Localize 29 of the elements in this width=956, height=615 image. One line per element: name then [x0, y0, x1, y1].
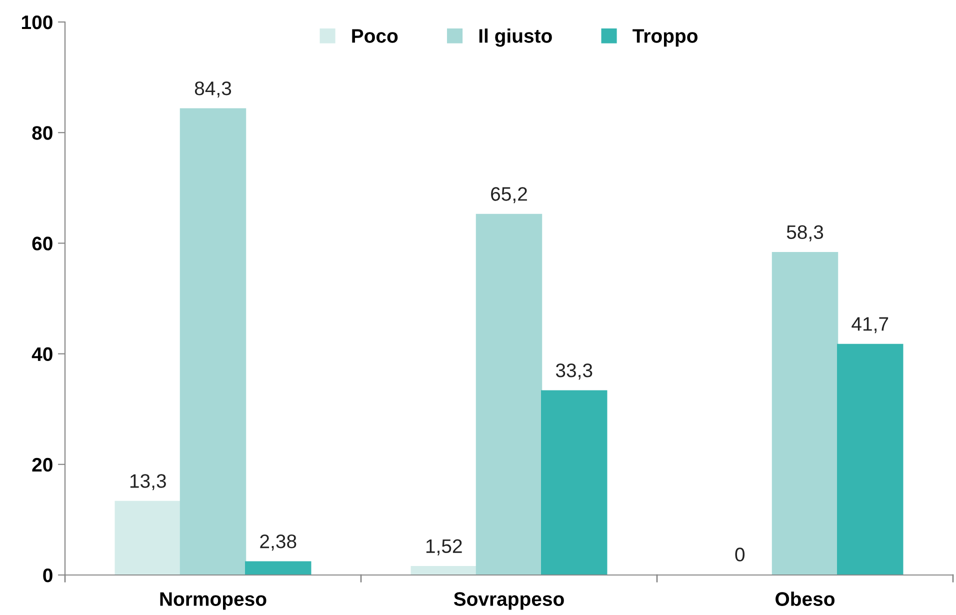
data-label: 33,3 — [556, 364, 592, 380]
bar — [245, 561, 312, 575]
x-tick-label: Obeso — [776, 592, 834, 606]
data-label: 58,3 — [786, 225, 824, 242]
bar — [180, 108, 246, 575]
data-label: 13,3 — [130, 474, 166, 490]
bar — [476, 214, 542, 575]
data-label: 41,7 — [852, 317, 888, 334]
data-label: 65,2 — [491, 187, 527, 204]
data-label: 2,38 — [260, 534, 296, 551]
y-tick-label: 60 — [32, 236, 52, 250]
y-tick-label: 80 — [32, 126, 52, 140]
legend-label: Troppo — [632, 29, 698, 47]
legend-label: Poco — [352, 29, 398, 43]
bar — [410, 566, 477, 575]
data-label: 84,3 — [194, 81, 232, 98]
x-tick-label: Sovrappeso — [454, 592, 564, 610]
bar — [114, 500, 181, 575]
y-tick-label: 40 — [32, 347, 52, 362]
y-tick-label: 20 — [32, 458, 52, 472]
x-tick-label: Normopeso — [160, 592, 266, 610]
y-tick-label: 0 — [43, 568, 52, 582]
legend-label: Il giusto — [479, 28, 552, 47]
data-label: 0 — [735, 548, 745, 562]
y-tick-label: 100 — [22, 15, 52, 30]
bar — [772, 252, 838, 575]
data-label: 1,52 — [426, 539, 462, 556]
bar — [837, 344, 904, 575]
bar — [541, 390, 608, 575]
